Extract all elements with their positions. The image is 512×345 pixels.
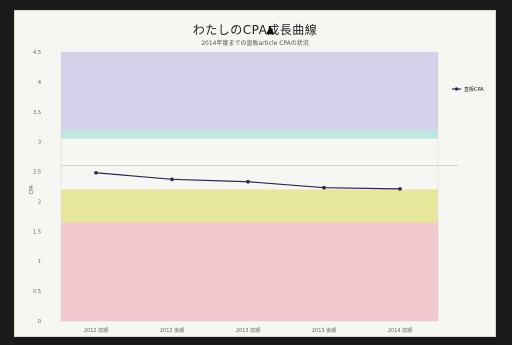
data-point bbox=[322, 185, 326, 190]
band-2 bbox=[61, 129, 438, 139]
chart-title: わたしのCPA成長曲線 bbox=[192, 23, 318, 37]
y-tick-label: 2 bbox=[38, 199, 41, 205]
y-tick-label: 3.5 bbox=[33, 110, 41, 116]
plot-area bbox=[60, 51, 439, 322]
mouse-cursor-icon: ▲ bbox=[266, 23, 275, 36]
x-tick-label: 2012 後期 bbox=[160, 327, 184, 334]
chart-sheet: わたしのCPA成長曲線 ▲ 2014年度までの直販article CPAの状況 … bbox=[14, 10, 496, 337]
band-1 bbox=[61, 189, 438, 223]
legend-swatch-marker bbox=[454, 87, 459, 91]
x-tick-label: 2012 前期 bbox=[84, 327, 108, 334]
y-tick-label: 1 bbox=[38, 259, 41, 265]
y-tick-label: 0.5 bbox=[33, 289, 41, 295]
x-tick-label: 2014 前期 bbox=[388, 327, 412, 334]
y-tick-label: 3 bbox=[38, 140, 41, 146]
x-tick-label: 2013 後期 bbox=[312, 327, 336, 334]
legend-label: 直販CPA bbox=[464, 86, 484, 93]
y-axis-label: CPA bbox=[29, 184, 35, 194]
chart-subtitle: 2014年度までの直販article CPAの状況 bbox=[201, 40, 309, 47]
y-tick-label: 4.5 bbox=[33, 50, 41, 56]
data-point bbox=[246, 179, 250, 184]
x-tick-label: 2013 前期 bbox=[236, 327, 260, 334]
line-chart: 0 0.5 1 1.5 2 2.5 3 3.5 4 4.5 CPA 2012 前期 2012 後期 201… bbox=[29, 50, 484, 334]
data-point bbox=[94, 170, 98, 175]
data-point bbox=[398, 187, 402, 191]
y-tick-label: 0 bbox=[38, 319, 41, 325]
data-point bbox=[170, 177, 174, 182]
y-tick-label: 2.5 bbox=[33, 170, 41, 176]
y-tick-label: 4 bbox=[38, 80, 41, 86]
band-0 bbox=[61, 222, 438, 321]
band-3 bbox=[61, 52, 438, 130]
y-tick-label: 1.5 bbox=[33, 229, 41, 235]
